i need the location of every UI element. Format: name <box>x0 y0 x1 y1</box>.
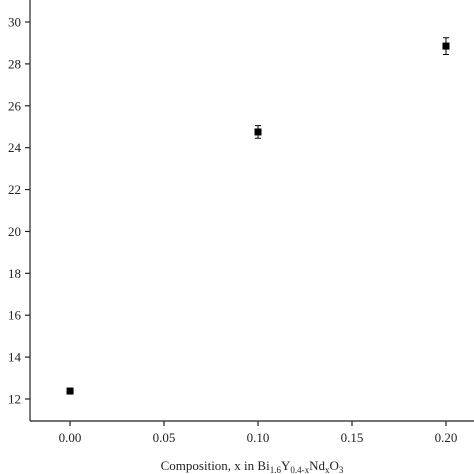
y-tick-label: 24 <box>8 140 22 155</box>
point <box>66 387 74 395</box>
x-tick-label: 0.15 <box>341 430 364 445</box>
y-tick-label: 16 <box>8 308 22 323</box>
y-tick-label: 26 <box>8 98 22 113</box>
x-tick-label: 0.00 <box>59 430 82 445</box>
x-label-subscript: 1.6 <box>270 465 282 474</box>
x-label-part: Y <box>281 458 291 473</box>
x-axis-label: Composition, x in Bi1.6Y0.4-xNdxO3 <box>161 458 344 474</box>
y-tick-label: 12 <box>8 392 21 407</box>
x-label-part: Nd <box>309 458 325 473</box>
y-tick-label: 22 <box>8 182 21 197</box>
x-label-part: O <box>329 458 338 473</box>
point <box>254 128 262 136</box>
x-label-subscript: x <box>325 465 330 474</box>
x-label-subscript: 0.4-x <box>290 465 309 474</box>
x-tick-label: 0.05 <box>153 430 176 445</box>
x-label-part: Composition, x in Bi <box>161 458 270 473</box>
x-tick-label: 0.10 <box>247 430 270 445</box>
y-tick-label: 14 <box>8 350 22 365</box>
x-tick-label: 0.20 <box>435 430 458 445</box>
point <box>442 42 450 50</box>
y-tick-label: 18 <box>8 266 21 281</box>
y-tick-label: 20 <box>8 224 21 239</box>
y-tick-label: 28 <box>8 56 21 71</box>
x-label-subscript: 3 <box>339 465 344 474</box>
y-tick-label: 30 <box>8 14 21 29</box>
